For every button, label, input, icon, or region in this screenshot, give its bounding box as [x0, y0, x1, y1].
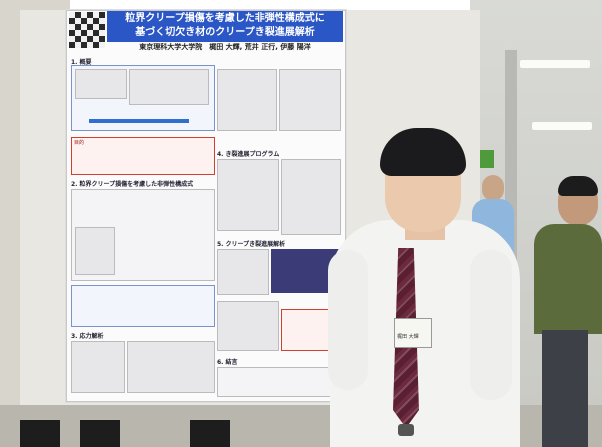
- badge-text: 梶田 大輝: [397, 334, 419, 340]
- ceiling-light: [520, 60, 590, 68]
- chart-figure: [217, 69, 277, 131]
- chart-figure: [217, 301, 279, 351]
- section-heading: 1. 概要: [71, 59, 92, 66]
- hair: [380, 128, 466, 176]
- figure: [281, 159, 341, 235]
- figure: [71, 341, 125, 393]
- poster-authors: 東京理科大学大学院 梶田 大輝, 荒井 正行, 伊藤 陽洋: [139, 43, 311, 51]
- method-box: [71, 285, 215, 327]
- name-badge: 梶田 大輝: [394, 318, 432, 348]
- conclusion-text: [217, 367, 341, 397]
- figure: [129, 69, 209, 105]
- chart-figure: [127, 341, 215, 393]
- section-heading: 6. 結言: [217, 359, 238, 366]
- ceiling-light: [532, 122, 592, 130]
- chart-figure: [279, 69, 341, 131]
- section-heading: 2. 粒界クリープ損傷を考慮した非弾性構成式: [71, 181, 194, 188]
- objective-label: 目的: [74, 140, 85, 146]
- poster-title-line1: 粒界クリープ損傷を考慮した非弾性構成式に: [125, 13, 325, 24]
- right-arm: [470, 250, 512, 400]
- objective-box: 目的: [71, 137, 215, 175]
- section-heading: 3. 応力解析: [71, 333, 104, 340]
- figure: [75, 69, 127, 99]
- section-heading: 4. き裂進展プログラム: [217, 151, 280, 158]
- contour-plot: [271, 249, 339, 293]
- background-person: [528, 176, 602, 447]
- legs-in-foreground: [20, 420, 240, 447]
- poster-title-line2: 基づく切欠き材のクリープき裂進展解析: [135, 27, 315, 38]
- figure: [75, 227, 115, 275]
- research-poster: 粒界クリープ損傷を考慮した非弾性構成式に 基づく切欠き材のクリープき裂進展解析 …: [66, 10, 346, 402]
- poster-title: 粒界クリープ損傷を考慮した非弾性構成式に 基づく切欠き材のクリープき裂進展解析: [107, 11, 343, 42]
- flow-arrow: [89, 119, 189, 123]
- wristwatch: [398, 424, 414, 436]
- university-logo: [69, 12, 105, 48]
- left-arm: [328, 250, 368, 390]
- section-heading: 5. クリープき裂進展解析: [217, 241, 286, 248]
- figure: [217, 249, 269, 295]
- flowchart: [217, 159, 279, 231]
